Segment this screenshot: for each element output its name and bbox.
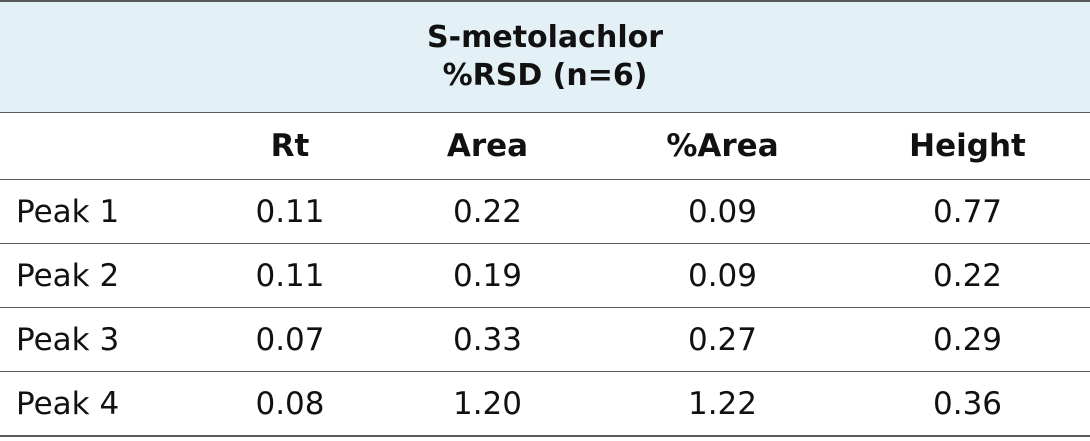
table-subtitle: %RSD (n=6) [442, 58, 648, 93]
table-row: Peak 1 0.11 0.22 0.09 0.77 [0, 179, 1090, 244]
cell-percent-area: 0.09 [600, 179, 845, 244]
cell-area: 0.22 [375, 179, 600, 244]
column-header-area: Area [375, 112, 600, 180]
cell-percent-area: 0.09 [600, 243, 845, 308]
cell-rt: 0.07 [205, 307, 375, 372]
table-row: Peak 4 0.08 1.20 1.22 0.36 [0, 371, 1090, 437]
column-header-row: Rt Area %Area Height [0, 112, 1090, 180]
cell-height: 0.77 [845, 179, 1090, 244]
column-header-blank [0, 112, 205, 180]
table-title: S-metolachlor [427, 20, 664, 55]
column-header-percent-area: %Area [600, 112, 845, 180]
row-label: Peak 4 [0, 371, 205, 437]
row-label: Peak 2 [0, 243, 205, 308]
table-row: Peak 2 0.11 0.19 0.09 0.22 [0, 243, 1090, 308]
title-row: S-metolachlor %RSD (n=6) [0, 0, 1090, 113]
cell-rt: 0.11 [205, 179, 375, 244]
column-header-height: Height [845, 112, 1090, 180]
cell-percent-area: 1.22 [600, 371, 845, 437]
row-label: Peak 1 [0, 179, 205, 244]
cell-height: 0.22 [845, 243, 1090, 308]
row-label: Peak 3 [0, 307, 205, 372]
table-title-cell: S-metolachlor %RSD (n=6) [0, 0, 1090, 113]
cell-height: 0.29 [845, 307, 1090, 372]
column-header-rt: Rt [205, 112, 375, 180]
cell-area: 0.19 [375, 243, 600, 308]
cell-rt: 0.11 [205, 243, 375, 308]
table-row: Peak 3 0.07 0.33 0.27 0.29 [0, 307, 1090, 372]
cell-area: 1.20 [375, 371, 600, 437]
cell-percent-area: 0.27 [600, 307, 845, 372]
cell-height: 0.36 [845, 371, 1090, 437]
cell-area: 0.33 [375, 307, 600, 372]
cell-rt: 0.08 [205, 371, 375, 437]
